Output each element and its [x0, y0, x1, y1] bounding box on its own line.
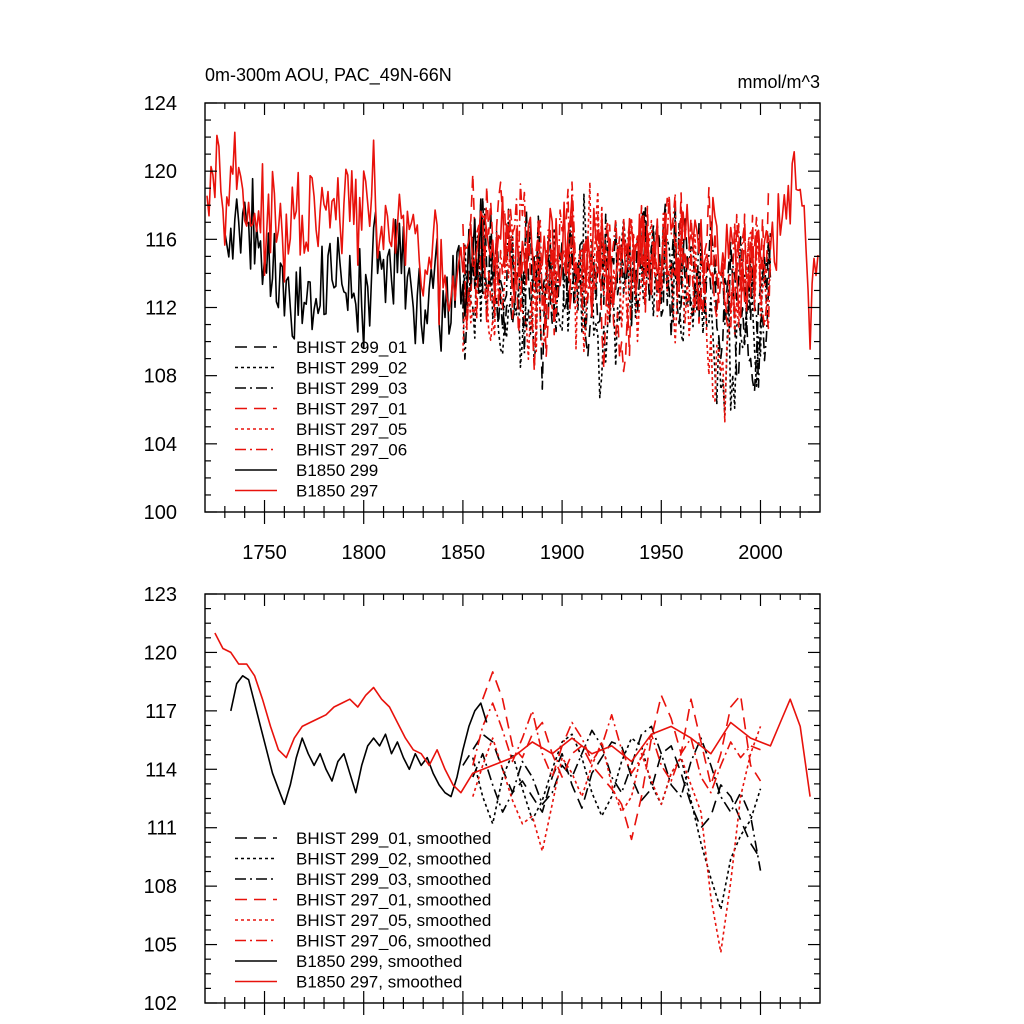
series-line-5: [472, 726, 762, 954]
y-tick-label: 105: [144, 935, 177, 957]
top-chart: 1750 1800 1850 1900 1950 2000 100 104 108 112 116 1…: [144, 93, 821, 564]
y-tick-label: 104: [144, 434, 177, 456]
top-chart-title: 0m-300m AOU, PAC_49N-66N: [205, 65, 452, 86]
x-tick-label: 1750: [242, 542, 287, 564]
series-line-7: [224, 177, 484, 352]
series-line-2: [472, 733, 762, 911]
legend-label: B1850 297: [296, 482, 378, 501]
legend-label: B1850 297, smoothed: [296, 973, 462, 992]
y-tick-label: 111: [147, 818, 177, 840]
y-tick-label: 102: [144, 993, 177, 1015]
legend-label: BHIST 299_03, smoothed: [296, 870, 491, 889]
y-tick-label: 112: [145, 298, 177, 320]
y-tick-label: 108: [144, 366, 177, 388]
top-chart-units: mmol/m^3: [738, 72, 820, 92]
series-line-6: [472, 702, 761, 794]
x-tick-label: 1850: [441, 542, 486, 564]
legend: BHIST 299_01, smoothed BHIST 299_02, smoo…: [235, 829, 491, 992]
series-line-7: [230, 675, 488, 806]
legend-label: BHIST 299_02, smoothed: [296, 850, 491, 869]
y-tick-label: 108: [144, 876, 177, 898]
y-tick-label: 120: [144, 161, 177, 183]
legend-label: BHIST 299_01, smoothed: [296, 829, 491, 848]
legend-label: BHIST 297_06: [296, 441, 407, 460]
legend-label: BHIST 297_06, smoothed: [296, 932, 491, 951]
legend-label: B1850 299: [296, 461, 378, 480]
legend-label: BHIST 297_05, smoothed: [296, 911, 491, 930]
bottom-chart: 102 105 108 111 114 117 120 123 BHIST 299_01, sm…: [144, 584, 821, 1015]
y-tick-label: 117: [145, 701, 177, 723]
series-line-3: [472, 725, 762, 871]
y-tick-label: 120: [144, 642, 177, 664]
legend-label: BHIST 299_02: [296, 359, 407, 378]
y-tick-label: 114: [145, 759, 177, 781]
y-tick-label: 123: [144, 584, 177, 606]
legend-label: BHIST 297_01: [296, 400, 407, 419]
y-tick-label: 124: [144, 93, 177, 115]
legend-label: BHIST 299_01: [296, 338, 407, 357]
y-tick-label: 100: [144, 502, 177, 524]
series-line-5: [462, 181, 772, 423]
x-tick-label: 1950: [639, 542, 684, 564]
x-tick-label: 1800: [341, 542, 386, 564]
series-line-8: [206, 131, 819, 350]
x-tick-label: 1900: [540, 542, 585, 564]
legend-label: BHIST 297_05: [296, 420, 407, 439]
series-line-4: [481, 671, 762, 841]
series-line-8: [214, 632, 811, 797]
series-line-2: [462, 193, 772, 416]
legend-label: BHIST 299_03: [296, 379, 407, 398]
series-line-4: [462, 173, 772, 373]
x-tick-label: 2000: [738, 542, 783, 564]
legend-label: B1850 299, smoothed: [296, 952, 462, 971]
y-tick-label: 116: [145, 229, 177, 251]
legend-label: BHIST 297_01, smoothed: [296, 891, 491, 910]
